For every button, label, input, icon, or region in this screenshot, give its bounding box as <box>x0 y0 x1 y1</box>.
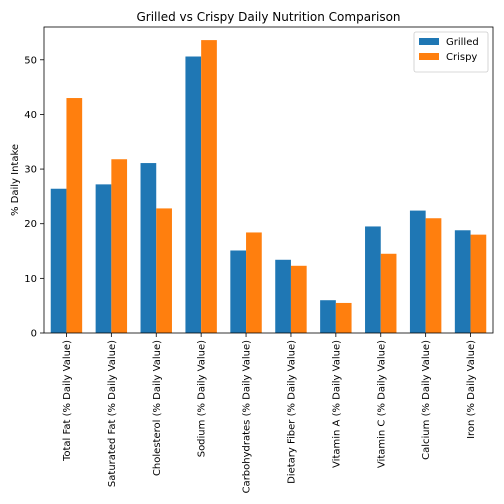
y-tick-label: 40 <box>24 110 37 121</box>
x-tick-label: Vitamin C (% Daily Value) <box>376 340 387 468</box>
legend-label-crispy: Crispy <box>446 52 477 63</box>
legend-swatch-crispy <box>419 53 439 60</box>
bar-grilled-3 <box>185 56 202 333</box>
legend-label-grilled: Grilled <box>446 37 479 48</box>
bar-crispy-1 <box>111 159 128 333</box>
bar-crispy-2 <box>156 208 172 333</box>
bar-crispy-8 <box>425 218 442 333</box>
bar-grilled-2 <box>140 163 157 333</box>
x-tick-label: Vitamin A (% Daily Value) <box>331 340 342 468</box>
bar-crispy-3 <box>201 40 217 334</box>
y-tick-label: 30 <box>24 165 37 176</box>
bar-crispy-5 <box>290 265 307 333</box>
bar-grilled-9 <box>454 230 471 333</box>
y-tick-label: 0 <box>31 329 37 340</box>
bar-grilled-6 <box>320 300 336 333</box>
bar-grilled-7 <box>365 226 381 333</box>
bar-crispy-7 <box>380 253 397 333</box>
legend-swatch-grilled <box>419 38 439 45</box>
x-tick-label: Total Fat (% Daily Value) <box>62 340 73 462</box>
bar-grilled-8 <box>409 210 426 333</box>
bar-grilled-1 <box>95 184 112 333</box>
legend: Grilled Crispy <box>413 31 489 73</box>
x-tick-label: Saturated Fat (% Daily Value) <box>107 340 118 487</box>
y-tick-label: 50 <box>24 55 37 66</box>
axes-frame <box>43 26 494 334</box>
x-tick-label: Calcium (% Daily Value) <box>421 340 432 460</box>
bar-grilled-0 <box>50 188 67 333</box>
bar-crispy-4 <box>246 232 262 333</box>
x-tick-label: Cholesterol (% Daily Value) <box>152 340 163 476</box>
x-tick-label: Carbohydrates (% Daily Value) <box>242 340 253 494</box>
x-tick-label: Iron (% Daily Value) <box>466 340 477 439</box>
bar-grilled-5 <box>275 259 291 333</box>
bar-grilled-4 <box>230 250 247 333</box>
bar-crispy-9 <box>470 234 487 333</box>
y-axis-label: % Daily Intake <box>10 144 21 216</box>
y-tick-label: 10 <box>24 274 37 285</box>
y-tick-label: 20 <box>24 219 37 230</box>
bar-crispy-0 <box>66 98 83 333</box>
chart-title: Grilled vs Crispy Daily Nutrition Compar… <box>136 10 400 24</box>
bar-crispy-6 <box>335 302 352 333</box>
x-tick-label: Sodium (% Daily Value) <box>197 340 208 457</box>
plot-area: Total Fat (% Daily Value) Saturated Fat (… <box>24 26 494 494</box>
x-tick-label: Dietary Fiber (% Daily Value) <box>286 340 297 484</box>
